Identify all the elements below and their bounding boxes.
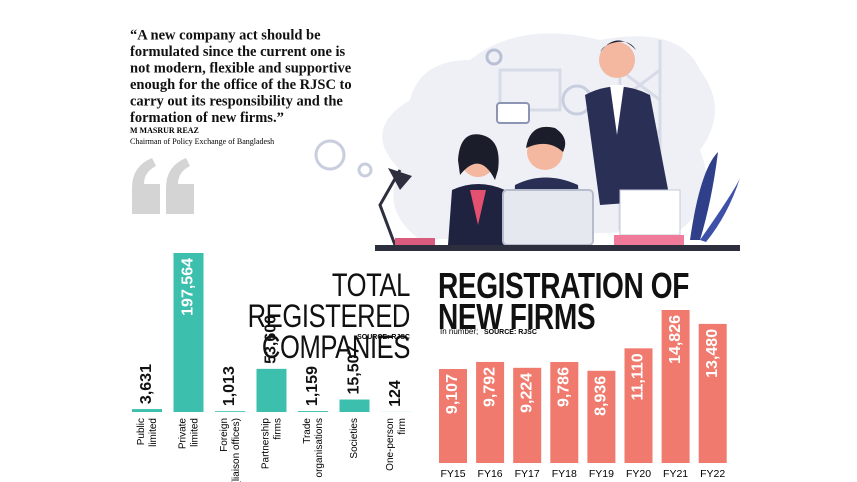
chart-source: SOURCE: RJSC — [484, 329, 537, 336]
bar — [698, 323, 727, 463]
value-label: 15,507 — [346, 345, 363, 394]
bar — [661, 310, 690, 463]
value-label: 11,110 — [630, 353, 647, 400]
x-tick-label: Publiclimited — [136, 418, 159, 447]
x-tick-label: Tradeorganisations — [302, 418, 325, 478]
chart-source: SOURCE: RJSC — [357, 334, 410, 341]
quote-author-title: Chairman of Policy Exchange of Banglades… — [130, 137, 274, 146]
x-tick-label: FY22 — [700, 468, 725, 480]
x-tick-label: FY20 — [626, 468, 651, 480]
quote-line: formation of new firms.” — [130, 110, 284, 126]
bar — [624, 348, 653, 463]
x-tick-label: FY16 — [478, 468, 503, 480]
value-label: 9,224 — [518, 373, 535, 413]
bar — [439, 369, 467, 463]
value-label: 8,936 — [593, 376, 610, 416]
value-label: 14,826 — [667, 315, 684, 364]
chart-subtitle: In number; — [440, 327, 478, 336]
value-label: 197,564 — [180, 258, 197, 316]
value-label: 1,159 — [304, 366, 321, 406]
value-label: 124 — [387, 380, 404, 407]
quote-author: M MASRUR REAZ — [130, 126, 199, 135]
quote-line: formulated since the current one is — [130, 44, 346, 60]
x-tick-label: FY18 — [552, 468, 577, 480]
bar — [256, 368, 287, 412]
x-tick-label: One-personfirm — [385, 418, 408, 471]
x-tick-label: Foreign(liaison offices) — [219, 418, 242, 482]
bar — [132, 409, 162, 412]
value-label: 9,792 — [481, 367, 498, 407]
x-tick-label: Partnershipfirms — [260, 418, 283, 470]
quote-line: enough for the office of the RJSC to — [130, 77, 352, 93]
bar — [298, 411, 328, 412]
value-label: 13,480 — [704, 329, 721, 378]
quote-line: carry out its responsibility and the — [130, 93, 343, 109]
bar — [215, 411, 245, 412]
quote-line: “A new company act should be — [130, 27, 321, 43]
bar — [550, 362, 579, 463]
quote-mark — [132, 158, 194, 214]
value-label: 9,107 — [444, 374, 461, 414]
chart-title: TOTAL REGISTERED COMPANIES — [247, 267, 411, 365]
bar — [476, 361, 505, 463]
x-tick-label: Privatelimited — [177, 418, 200, 450]
bar — [339, 399, 370, 412]
x-tick-label: FY19 — [589, 468, 614, 480]
value-label: 9,786 — [556, 367, 573, 407]
quote-line: not modern, flexible and supportive — [130, 60, 352, 76]
x-tick-label: FY17 — [515, 468, 540, 480]
bar — [173, 253, 204, 412]
value-label: 3,631 — [138, 364, 155, 404]
chart-title: REGISTRATION OF NEW FIRMS — [438, 265, 690, 337]
bar — [587, 370, 616, 463]
x-tick-label: Societies — [349, 418, 360, 459]
value-label: 1,013 — [221, 366, 238, 406]
value-label: 53,600 — [263, 315, 280, 364]
bar — [513, 367, 542, 463]
illustration — [314, 33, 740, 251]
x-tick-label: FY21 — [663, 468, 688, 480]
x-tick-label: FY15 — [440, 468, 465, 480]
